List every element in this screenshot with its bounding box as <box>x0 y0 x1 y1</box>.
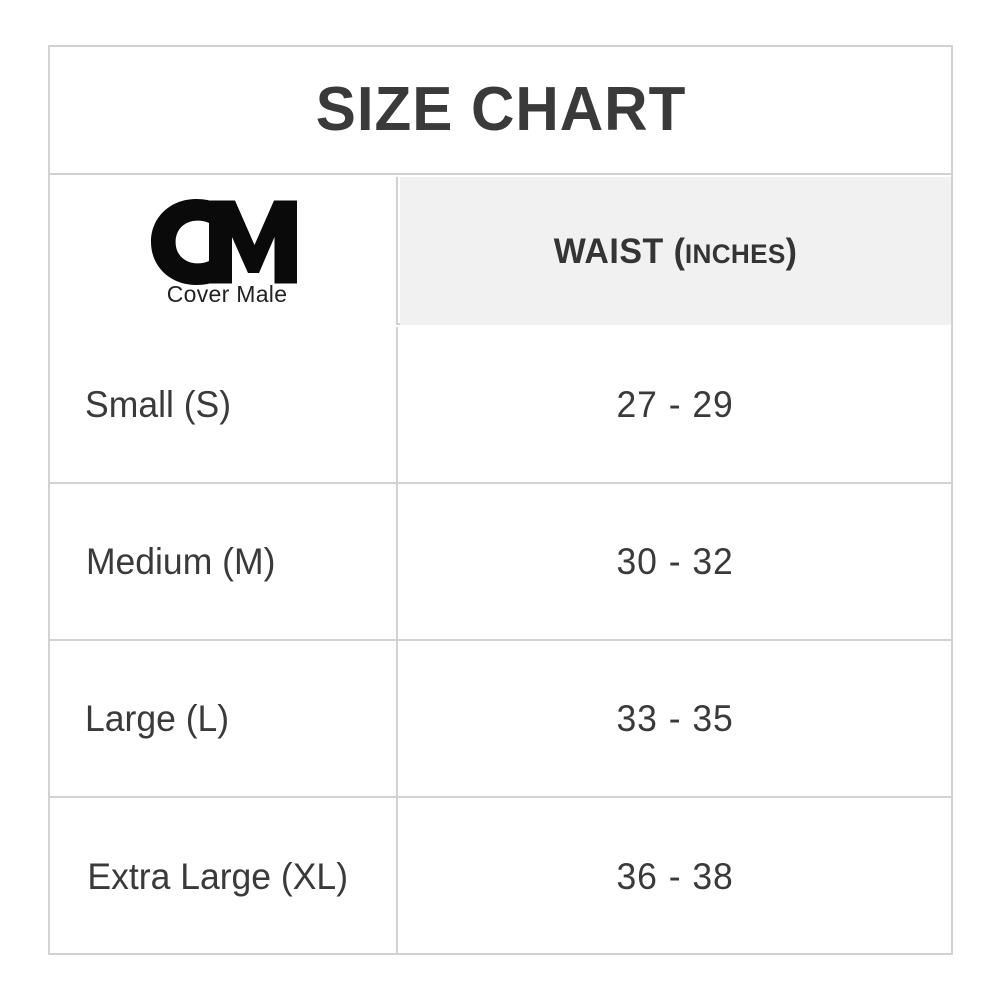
table-title-row: SIZE CHART <box>50 47 951 175</box>
waist-header-text: WAIST (INCHES) <box>554 234 797 269</box>
waist-cell: 30 - 32 <box>400 484 951 639</box>
waist-cell: 33 - 35 <box>400 641 951 796</box>
waist-value: 27 - 29 <box>616 384 735 425</box>
waist-value: 36 - 38 <box>616 856 735 897</box>
size-label: Medium (M) <box>85 541 276 582</box>
size-cell: Extra Large (XL) <box>50 798 398 955</box>
table-row: Small (S) 27 - 29 <box>50 327 951 484</box>
waist-cell: 27 - 29 <box>400 327 951 482</box>
waist-header-main: WAIST <box>553 231 664 271</box>
size-label: Large (L) <box>85 698 230 739</box>
table-row: Extra Large (XL) 36 - 38 <box>50 798 951 955</box>
waist-header-paren-open: ( <box>673 231 686 271</box>
table-header-row: Cover Male WAIST (INCHES) <box>50 177 951 325</box>
size-cell: Large (L) <box>50 641 398 796</box>
size-cell: Medium (M) <box>50 484 398 639</box>
size-chart-table: SIZE CHART Cover Male WAIST (INCHES) <box>48 45 953 955</box>
waist-cell: 36 - 38 <box>400 798 951 955</box>
column-header-waist: WAIST (INCHES) <box>400 177 951 325</box>
size-label: Small (S) <box>85 384 232 425</box>
waist-header-unit: INCHES <box>685 238 786 269</box>
brand-name-label: Cover Male <box>166 281 288 307</box>
size-cell: Small (S) <box>50 327 398 482</box>
page-title: SIZE CHART <box>315 75 686 144</box>
table-row: Large (L) 33 - 35 <box>50 641 951 798</box>
waist-value: 30 - 32 <box>616 541 735 582</box>
size-label: Extra Large (XL) <box>87 856 349 897</box>
cover-male-logo: Cover Male <box>147 199 297 307</box>
brand-logo-cell: Cover Male <box>50 177 398 325</box>
waist-value: 33 - 35 <box>616 698 735 739</box>
waist-header-paren-close: ) <box>785 231 798 271</box>
cm-monogram-icon <box>151 199 297 285</box>
table-row: Medium (M) 30 - 32 <box>50 484 951 641</box>
